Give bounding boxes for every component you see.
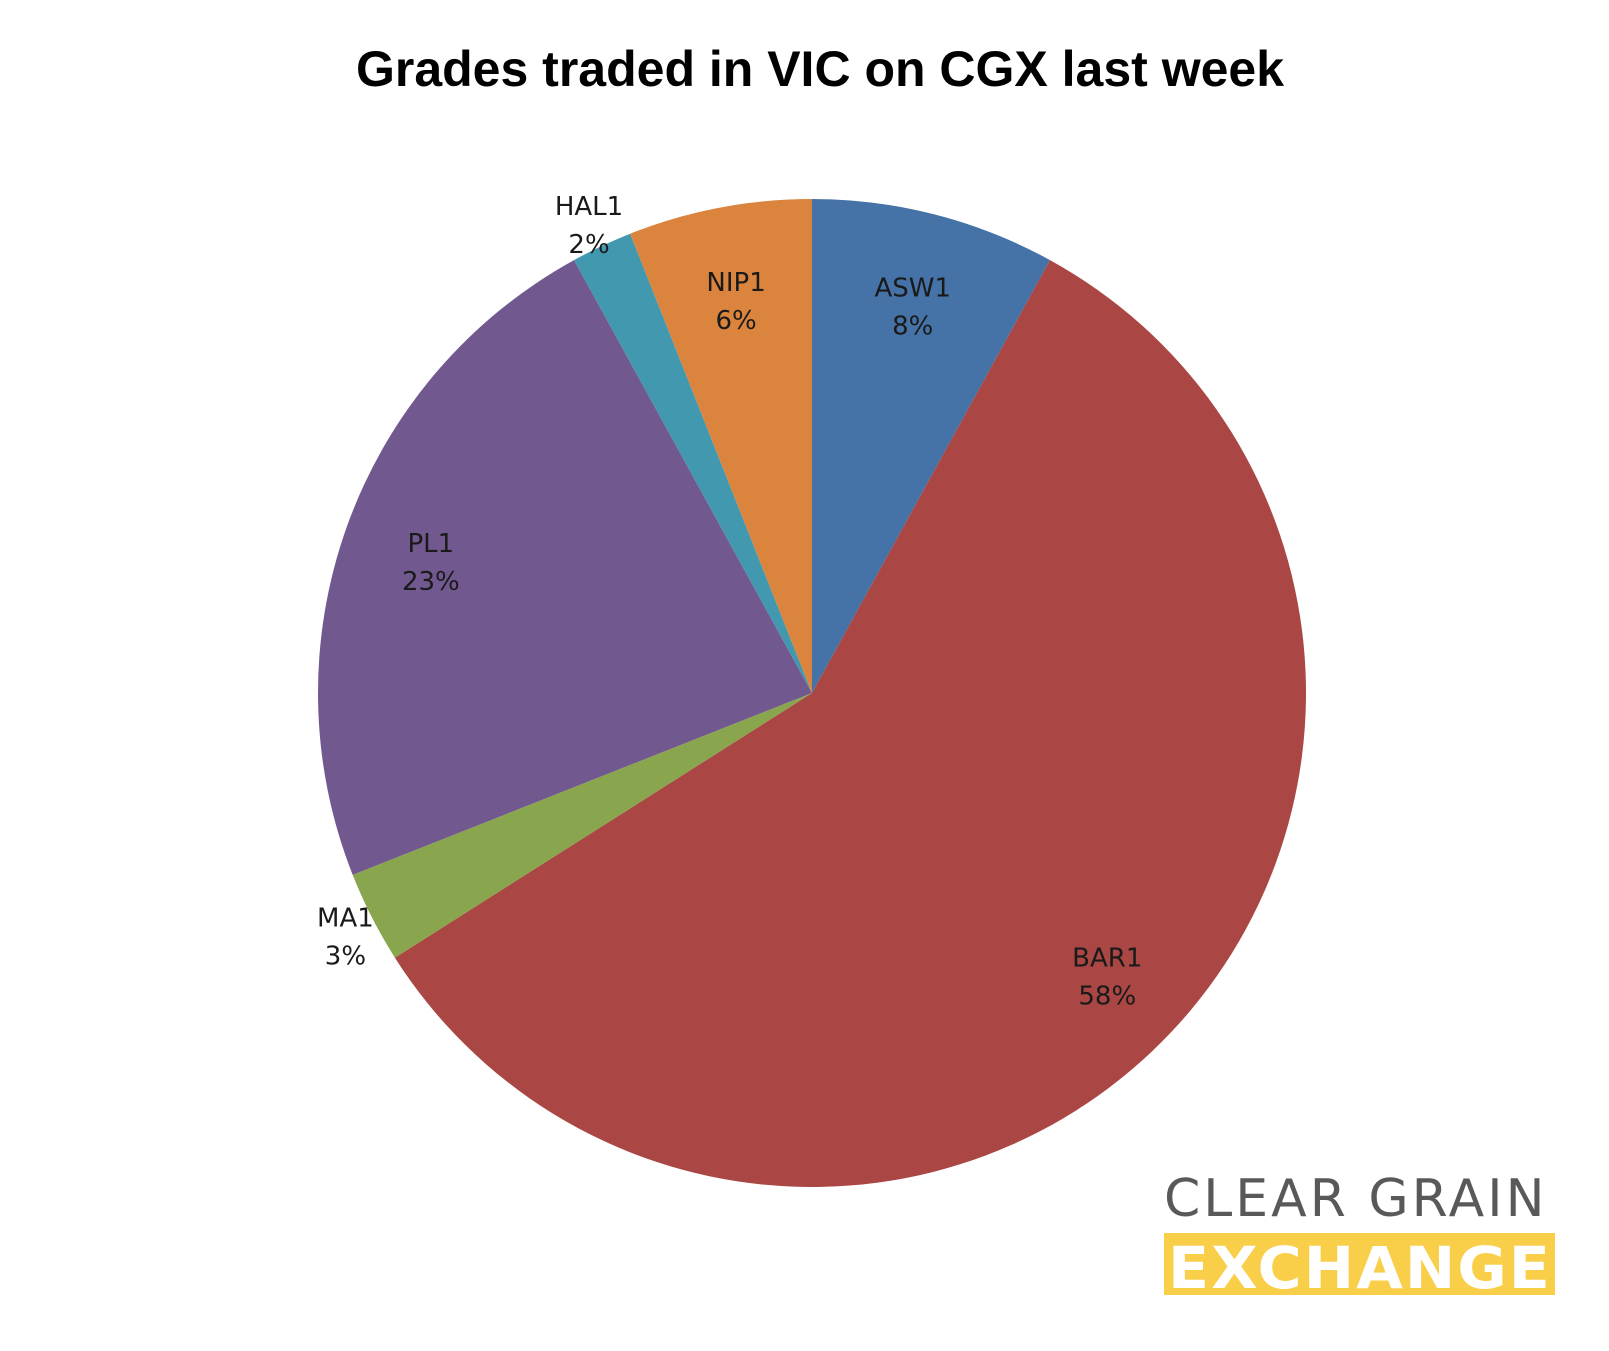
clear-grain-exchange-logo: CLEAR GRAIN EXCHANGE [1164,1169,1555,1302]
logo-line1: CLEAR GRAIN [1164,1169,1548,1229]
slice-label-pl1: PL1 [408,529,455,559]
logo-band [1164,1233,1555,1295]
slice-percent-ma1: 3% [325,942,366,972]
pie-slice-ma1 [352,693,812,958]
pie-slice-bar1 [394,260,1306,1187]
pie-slice-nip1 [630,199,812,693]
pie-slices [317,199,1306,1187]
slice-label-hal1: HAL1 [555,192,623,222]
slice-label-nip1: NIP1 [706,268,765,298]
pie-slice-hal1 [574,233,812,693]
slice-percent-bar1: 58% [1078,981,1136,1011]
chart-title: Grades traded in VIC on CGX last week [356,41,1284,97]
slice-label-asw1: ASW1 [874,274,951,304]
slice-percent-hal1: 2% [568,230,609,260]
pie-slice-pl1 [317,260,812,875]
slice-percent-nip1: 6% [715,306,756,336]
slice-label-bar1: BAR1 [1072,943,1142,973]
logo-line2: EXCHANGE [1168,1234,1552,1302]
slice-labels: ASW1 8% BAR1 58% MA1 3% PL1 23% HAL1 2% NIP1 6% [317,192,1142,1011]
slice-label-ma1: MA1 [317,904,374,934]
slice-percent-pl1: 23% [402,567,460,597]
pie-slice-asw1 [812,199,1050,693]
slice-percent-asw1: 8% [892,312,933,342]
